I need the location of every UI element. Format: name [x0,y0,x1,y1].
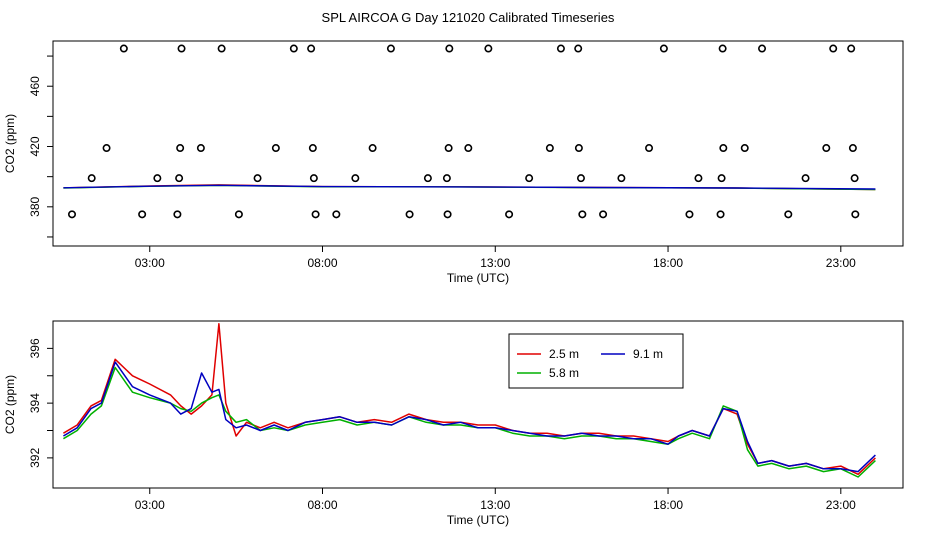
plot-frame [52,320,904,489]
reference-point [599,210,608,219]
reference-point [423,174,432,183]
legend-box [508,333,684,389]
plot-frame [52,40,904,247]
reference-point [829,44,838,53]
reference-point [574,44,583,53]
x-tick-label: 03:00 [135,256,165,270]
y-tick-label: 394 [28,393,42,413]
reference-point [289,44,298,53]
reference-point [574,144,583,153]
reference-point [68,210,77,219]
reference-point [386,44,395,53]
reference-point [196,144,205,153]
x-tick-label: 08:00 [307,498,337,512]
reference-point [102,144,111,153]
legend-label: 2.5 m [549,347,579,361]
reference-point [545,144,554,153]
y-tick-label: 460 [28,76,42,96]
reference-point [851,210,860,219]
reference-point [332,210,341,219]
reference-point [445,44,454,53]
series-line-9-1-m [63,361,876,473]
reference-point [444,144,453,153]
y-tick-label: 396 [28,338,42,358]
legend-label: 9.1 m [633,347,663,361]
reference-point [758,44,767,53]
chart-title: SPL AIRCOA G Day 121020 Calibrated Times… [322,10,615,25]
reference-point [234,210,243,219]
reference-point [740,144,749,153]
reference-point [87,174,96,183]
y-axis-label: CO2 (ppm) [3,375,17,434]
reference-point [822,144,831,153]
reference-point [784,210,793,219]
reference-point [464,144,473,153]
reference-point [307,44,316,53]
reference-point [659,44,668,53]
reference-point [175,174,184,183]
reference-point [173,210,182,219]
reference-point [850,174,859,183]
x-tick-label: 03:00 [135,498,165,512]
reference-point [719,144,728,153]
legend-label: 5.8 m [549,366,579,380]
reference-point [177,44,186,53]
reference-point [576,174,585,183]
x-tick-label: 18:00 [653,256,683,270]
y-tick-label: 392 [28,448,42,468]
reference-point [578,210,587,219]
y-tick-label: 420 [28,136,42,156]
x-tick-label: 18:00 [653,498,683,512]
reference-point [405,210,414,219]
reference-point [311,210,320,219]
x-tick-label: 13:00 [480,498,510,512]
reference-point [556,44,565,53]
timeseries-panel-bottom: 03:00 08:00 13:00 18:00 23:00 392 394 396 Time (… [3,320,904,527]
reference-point [153,174,162,183]
reference-point [717,174,726,183]
reference-point [801,174,810,183]
reference-point [718,44,727,53]
reference-point [176,144,185,153]
x-tick-label: 23:00 [826,498,856,512]
reference-point [716,210,725,219]
y-tick-label: 380 [28,196,42,216]
reference-point [271,144,280,153]
reference-point [848,144,857,153]
reference-point [617,174,626,183]
x-axis-label: Time (UTC) [447,513,509,527]
reference-point [368,144,377,153]
series-line-9-1-m [63,184,876,190]
reference-point [138,210,147,219]
legend: 2.5 m 9.1 m 5.8 m [508,333,684,389]
reference-point [309,174,318,183]
timeseries-panel-top: 03:00 08:00 13:00 18:00 23:00 380 420 460 Time (… [3,40,904,285]
series-line-5-8-m [63,366,876,478]
x-axis-label: Time (UTC) [447,271,509,285]
series-line-2-5-m [63,322,876,476]
reference-point [351,174,360,183]
reference-point [253,174,262,183]
reference-point [217,44,226,53]
reference-point [525,174,534,183]
reference-point [484,44,493,53]
reference-point [685,210,694,219]
reference-point [847,44,856,53]
reference-point [505,210,514,219]
y-axis-label: CO2 (ppm) [3,114,17,173]
reference-point [645,144,654,153]
x-tick-label: 13:00 [480,256,510,270]
reference-point [442,174,451,183]
reference-point [443,210,452,219]
reference-point [308,144,317,153]
x-tick-label: 23:00 [826,256,856,270]
reference-point [119,44,128,53]
reference-point [694,174,703,183]
x-tick-label: 08:00 [307,256,337,270]
